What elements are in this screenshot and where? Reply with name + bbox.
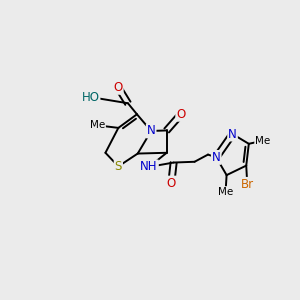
- Text: O: O: [113, 81, 123, 94]
- Text: Br: Br: [241, 178, 254, 191]
- Text: O: O: [176, 108, 185, 121]
- Text: N: N: [212, 151, 220, 164]
- Text: N: N: [147, 124, 155, 137]
- Text: O: O: [167, 177, 176, 190]
- Text: Me: Me: [255, 136, 270, 146]
- Text: Me: Me: [218, 187, 233, 197]
- Text: Me: Me: [90, 120, 105, 130]
- Text: HO: HO: [82, 91, 100, 103]
- Text: N: N: [228, 128, 237, 140]
- Text: NH: NH: [140, 160, 158, 173]
- Text: S: S: [115, 160, 122, 173]
